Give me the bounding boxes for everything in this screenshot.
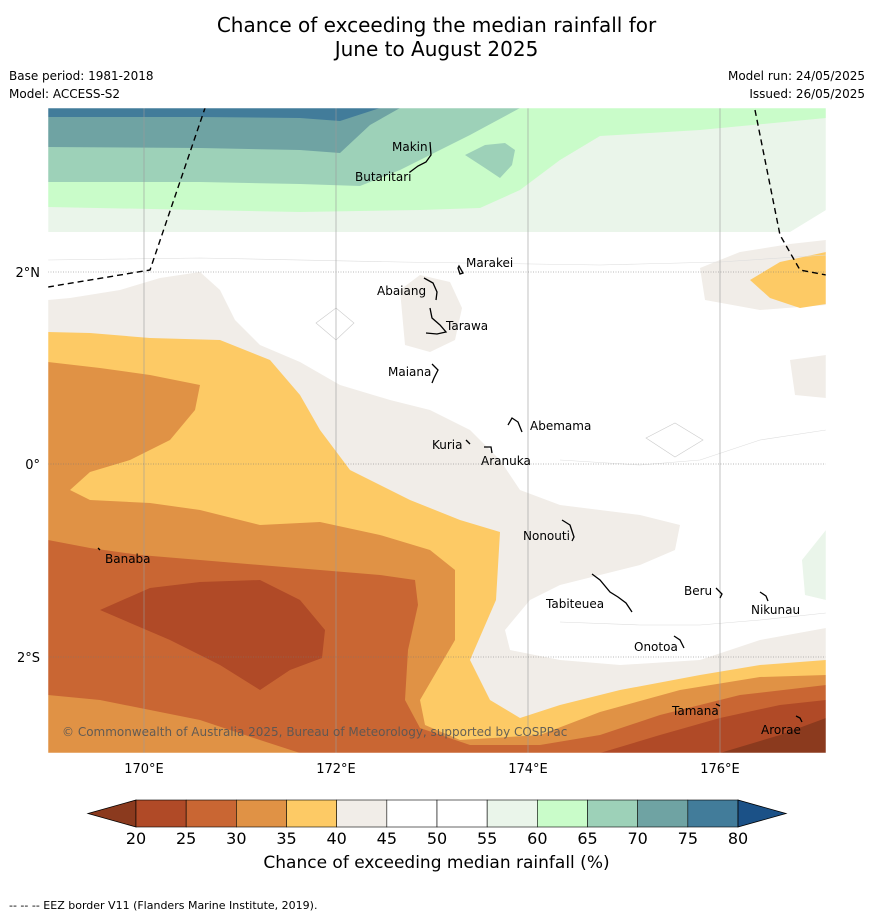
- colorbar-bin-30-35: [236, 799, 287, 828]
- colorbar-tick-75: 75: [678, 829, 698, 848]
- label-beru: Beru: [684, 584, 712, 598]
- label-arorae: Arorae: [761, 723, 801, 737]
- band-40-45-patch: [790, 355, 826, 398]
- colorbar-bin-35-40: [286, 799, 337, 828]
- lon-tick-174e: 174°E: [508, 762, 548, 777]
- colorbar-bin-40-45: [336, 799, 388, 828]
- label-tamana: Tamana: [671, 704, 719, 718]
- label-tarawa: Tarawa: [445, 319, 488, 333]
- colorbar-bin-75-80: [687, 799, 739, 828]
- colorbar-tick-45: 45: [377, 829, 397, 848]
- lon-tick-170e: 170°E: [124, 762, 164, 777]
- colorbar-bin-20-25: [135, 799, 187, 828]
- label-marakei: Marakei: [466, 256, 513, 270]
- contour-patch: [315, 307, 355, 341]
- colorbar-tick-20: 20: [126, 829, 146, 848]
- eez-border-west: [48, 108, 206, 288]
- colorbar-extend-low: [86, 799, 137, 828]
- colorbar-tick-80: 80: [728, 829, 748, 848]
- band-55-60-patch: [802, 530, 826, 600]
- colorbar-tick-50: 50: [427, 829, 447, 848]
- rainfall-map: Makin Butaritari Marakei Abaiang Tarawa …: [16, 107, 827, 848]
- model-run-date: Model run: 24/05/2025: [727, 69, 865, 83]
- label-aranuka: Aranuka: [481, 454, 531, 468]
- title-line-2: June to August 2025: [334, 37, 539, 61]
- island-labels: Makin Butaritari Marakei Abaiang Tarawa …: [105, 140, 801, 737]
- band-75-80-north: [48, 108, 380, 121]
- colorbar-tick-40: 40: [326, 829, 346, 848]
- lon-tick-172e: 172°E: [316, 762, 356, 777]
- lat-gridlines: [48, 271, 826, 658]
- label-butaritari: Butaritari: [355, 170, 412, 184]
- band-below-20-southeast: [720, 718, 826, 753]
- lat-tick-0: 0°: [25, 458, 40, 473]
- band-70-75-north: [48, 108, 400, 153]
- band-20-25-core: [100, 580, 325, 690]
- lat-tick-labels: 2°N 0° 2°S: [16, 266, 41, 666]
- title-line-1: Chance of exceeding the median rainfall …: [216, 13, 657, 37]
- colorbar-bin-25-30: [185, 799, 237, 828]
- issued-date: Issued: 26/05/2025: [749, 87, 865, 101]
- colorbar-bin-50-55: [436, 799, 488, 828]
- colorbar-tick-35: 35: [276, 829, 296, 848]
- band-30-35-sw-corner: [48, 695, 300, 753]
- label-makin: Makin: [392, 140, 428, 154]
- colorbar-bin-60-65: [537, 799, 588, 828]
- colorbar-tick-55: 55: [477, 829, 497, 848]
- contour-line: [48, 254, 826, 266]
- colorbar-title: Chance of exceeding median rainfall (%): [263, 853, 610, 873]
- contour-line-2: [559, 429, 826, 466]
- gridlines: [143, 108, 721, 753]
- lat-tick-2s: 2°S: [17, 651, 40, 666]
- colorbar-bin-70-75: [637, 799, 689, 828]
- band-35-40-east: [750, 252, 826, 308]
- colorbar: 20 25 30 35 40 45 50 55 60 65 70 75 80: [86, 799, 788, 848]
- label-nonouti: Nonouti: [523, 529, 570, 543]
- colorbar-extend-high: [737, 799, 788, 828]
- lon-tick-176e: 176°E: [700, 762, 740, 777]
- model-name: Model: ACCESS-S2: [9, 87, 121, 101]
- colorbar-bin-45-50: [386, 799, 438, 828]
- eez-footnote: -- -- -- EEZ border V11 (Flanders Marine…: [9, 899, 318, 912]
- map-area: [48, 108, 826, 753]
- contour-patch-east: [645, 422, 704, 458]
- copyright-notice: © Commonwealth of Australia 2025, Bureau…: [62, 725, 567, 739]
- eez-border-east: [754, 109, 826, 276]
- contour-line-3: [559, 612, 826, 626]
- lon-tick-labels: 170°E 172°E 174°E 176°E: [124, 762, 740, 777]
- colorbar-tick-65: 65: [577, 829, 597, 848]
- label-tabiteuea: Tabiteuea: [545, 597, 604, 611]
- colorbar-tick-70: 70: [627, 829, 647, 848]
- colorbar-tick-30: 30: [226, 829, 246, 848]
- label-onotoa: Onotoa: [634, 640, 678, 654]
- base-period: Base period: 1981-2018: [9, 69, 154, 83]
- label-banaba: Banaba: [105, 552, 151, 566]
- label-maiana: Maiana: [388, 365, 431, 379]
- label-kuria: Kuria: [432, 438, 463, 452]
- colorbar-bin-65-70: [587, 799, 638, 828]
- colorbar-bin-55-60: [486, 799, 538, 828]
- band-65-70-patch: [465, 143, 515, 178]
- island-outlines: [97, 141, 803, 723]
- colorbar-tick-60: 60: [527, 829, 547, 848]
- label-abaiang: Abaiang: [377, 284, 426, 298]
- map-frame: [47, 107, 827, 754]
- label-abemama: Abemama: [530, 419, 591, 433]
- colorbar-tick-25: 25: [176, 829, 196, 848]
- label-nikunau: Nikunau: [751, 603, 800, 617]
- lat-tick-2n: 2°N: [16, 266, 41, 281]
